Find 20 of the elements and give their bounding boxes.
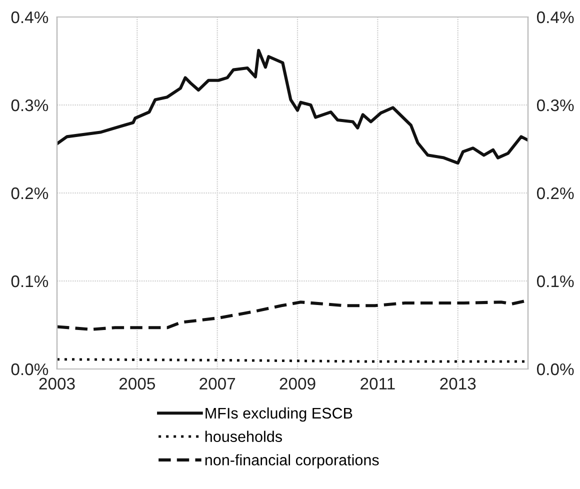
x-tick-label: 2003 bbox=[39, 378, 75, 390]
y-tick-label: 0.1% bbox=[11, 275, 48, 288]
y2-tick-label: 0.2% bbox=[536, 187, 574, 200]
y-tick-label: 0.3% bbox=[11, 99, 48, 112]
x-tick-label: 2009 bbox=[280, 378, 316, 390]
legend-label: households bbox=[205, 430, 282, 442]
y-tick-label: 0.2% bbox=[11, 187, 48, 200]
x-tick-label: 2013 bbox=[440, 378, 476, 390]
x-tick-label: 2011 bbox=[360, 378, 395, 390]
line-series bbox=[57, 48, 528, 165]
x-tick-label: 2007 bbox=[200, 378, 236, 390]
y2-tick-label: 0.0% bbox=[536, 363, 574, 376]
legend-label: non-financial corporations bbox=[205, 454, 379, 468]
y2-tick-label: 0.3% bbox=[536, 99, 574, 112]
legend-label: MFIs excluding ESCB bbox=[206, 407, 352, 422]
y-tick-label: 0.0% bbox=[11, 363, 48, 376]
y2-tick-label: 0.1% bbox=[536, 275, 574, 288]
y-tick-label: 0.4% bbox=[11, 11, 48, 24]
y2-tick-label: 0.4% bbox=[536, 11, 574, 24]
x-tick-label: 2005 bbox=[119, 378, 156, 390]
